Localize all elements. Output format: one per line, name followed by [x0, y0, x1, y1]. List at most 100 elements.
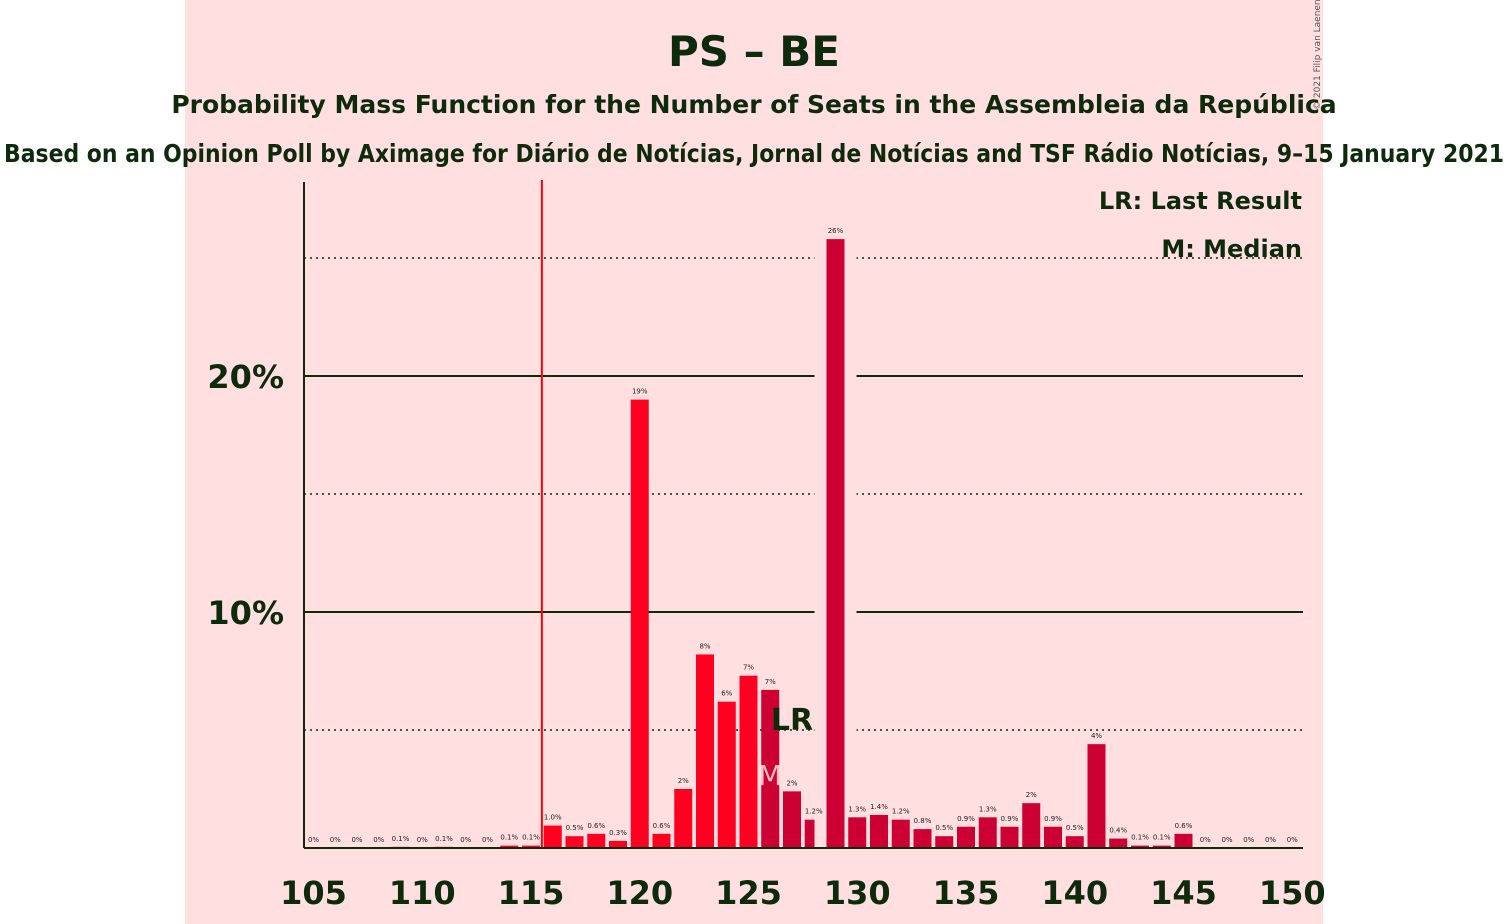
bar-127	[783, 791, 801, 848]
bar-132	[891, 819, 910, 848]
data-label-148: 0%	[1243, 836, 1254, 844]
bar-136	[978, 817, 997, 848]
bar-120	[630, 399, 649, 848]
data-label-121: 0.6%	[653, 822, 671, 830]
bars	[391, 237, 1193, 848]
y-tick-10: 10%	[207, 594, 284, 632]
data-labels: 0% 0% 0% 0% 0.1% 0% 0.1% 0% 0% 0.1% 0.1%1.0%0.5% 0.…	[308, 227, 1298, 844]
data-label-127: 2%	[786, 779, 797, 787]
x-tick-135: 135	[933, 874, 1000, 912]
bar-119	[609, 840, 627, 848]
data-label-122: 2%	[678, 777, 689, 785]
data-label-107: 0%	[351, 836, 362, 844]
bar-140	[1065, 836, 1084, 848]
x-tick-125: 125	[715, 874, 782, 912]
data-label-130: 1.3%	[848, 805, 866, 813]
data-label-133: 0.8%	[914, 817, 932, 825]
chart-subtitle: Probability Mass Function for the Number…	[171, 90, 1336, 119]
data-label-142: 0.4%	[1109, 827, 1127, 835]
data-label-149: 0%	[1265, 836, 1276, 844]
bar-144	[1152, 845, 1171, 848]
gridlines	[304, 257, 1303, 731]
data-label-145: 0.6%	[1175, 822, 1193, 830]
data-label-128: 1.2%	[805, 808, 823, 816]
bar-124	[717, 701, 736, 848]
bar-123	[696, 654, 714, 848]
data-label-113: 0%	[482, 836, 493, 844]
data-label-116: 1.0%	[544, 814, 562, 822]
bar-135	[957, 826, 975, 848]
bar-116	[543, 825, 562, 848]
bar-139	[1044, 826, 1062, 848]
data-label-123: 8%	[699, 642, 710, 650]
x-tick-labels: 105 110 115 120 125 130 135 140 145 150	[280, 874, 1326, 912]
bar-126	[761, 689, 780, 848]
bar-118	[587, 833, 606, 848]
data-label-132: 1.2%	[892, 808, 910, 816]
y-tick-labels: 10% 20%	[207, 358, 284, 632]
bar-134	[935, 836, 954, 848]
data-label-129: 26%	[828, 227, 844, 235]
data-label-139: 0.9%	[1044, 815, 1062, 823]
x-tick-145: 145	[1150, 874, 1217, 912]
x-tick-130: 130	[824, 874, 891, 912]
x-tick-110: 110	[389, 874, 456, 912]
data-label-143: 0.1%	[1131, 834, 1149, 842]
data-label-110: 0%	[417, 836, 428, 844]
bar-131	[870, 814, 888, 848]
data-label-141: 4%	[1091, 732, 1102, 740]
bar-137	[1000, 826, 1019, 848]
data-label-108: 0%	[373, 836, 384, 844]
median-marker: M	[758, 759, 782, 792]
bar-145	[1174, 833, 1193, 848]
last-result-marker: LR	[771, 703, 813, 738]
data-label-119: 0.3%	[609, 829, 627, 837]
data-label-118: 0.6%	[587, 822, 605, 830]
data-label-105: 0%	[308, 836, 319, 844]
data-label-150: 0%	[1287, 836, 1298, 844]
data-label-134: 0.5%	[935, 824, 953, 832]
data-label-114: 0.1%	[500, 834, 518, 842]
x-tick-120: 120	[606, 874, 673, 912]
x-tick-140: 140	[1041, 874, 1108, 912]
chart-subtitle-source: Based on an Opinion Poll by Aximage for …	[4, 139, 1504, 168]
data-label-117: 0.5%	[566, 824, 584, 832]
legend-median: M: Median	[1161, 235, 1302, 263]
bar-115	[522, 845, 540, 848]
bar-143	[1131, 845, 1149, 848]
bar-122	[674, 789, 693, 848]
bar-129	[826, 239, 845, 848]
x-tick-150: 150	[1259, 874, 1326, 912]
data-label-146: 0%	[1200, 836, 1211, 844]
copyright: © 2021 Filip van Laenen	[1313, 0, 1323, 110]
bar-130	[848, 817, 867, 848]
bar-121	[652, 833, 671, 848]
x-tick-115: 115	[498, 874, 565, 912]
bar-133	[913, 829, 932, 848]
data-label-111: 0.1%	[435, 835, 453, 843]
data-label-115: 0.1%	[522, 834, 540, 842]
data-label-109: 0.1%	[392, 835, 410, 843]
bar-114	[500, 845, 519, 848]
data-label-138: 2%	[1026, 791, 1037, 799]
data-label-125: 7%	[743, 664, 754, 672]
bar-117	[565, 836, 584, 848]
bar-138	[1022, 803, 1041, 848]
legend-last-result: LR: Last Result	[1099, 187, 1302, 215]
data-label-135: 0.9%	[957, 815, 975, 823]
chart-title: PS – BE	[668, 27, 840, 76]
data-label-131: 1.4%	[870, 803, 888, 811]
data-label-106: 0%	[330, 836, 341, 844]
data-label-136: 1.3%	[979, 805, 997, 813]
data-label-126: 7%	[765, 678, 776, 686]
x-tick-105: 105	[280, 874, 347, 912]
y-tick-20: 20%	[207, 358, 284, 396]
bar-142	[1109, 838, 1128, 848]
data-label-140: 0.5%	[1066, 824, 1084, 832]
data-label-147: 0%	[1221, 836, 1232, 844]
data-label-112: 0%	[460, 836, 471, 844]
bar-125	[739, 675, 758, 848]
data-label-120: 19%	[632, 388, 648, 396]
data-label-144: 0.1%	[1153, 834, 1171, 842]
